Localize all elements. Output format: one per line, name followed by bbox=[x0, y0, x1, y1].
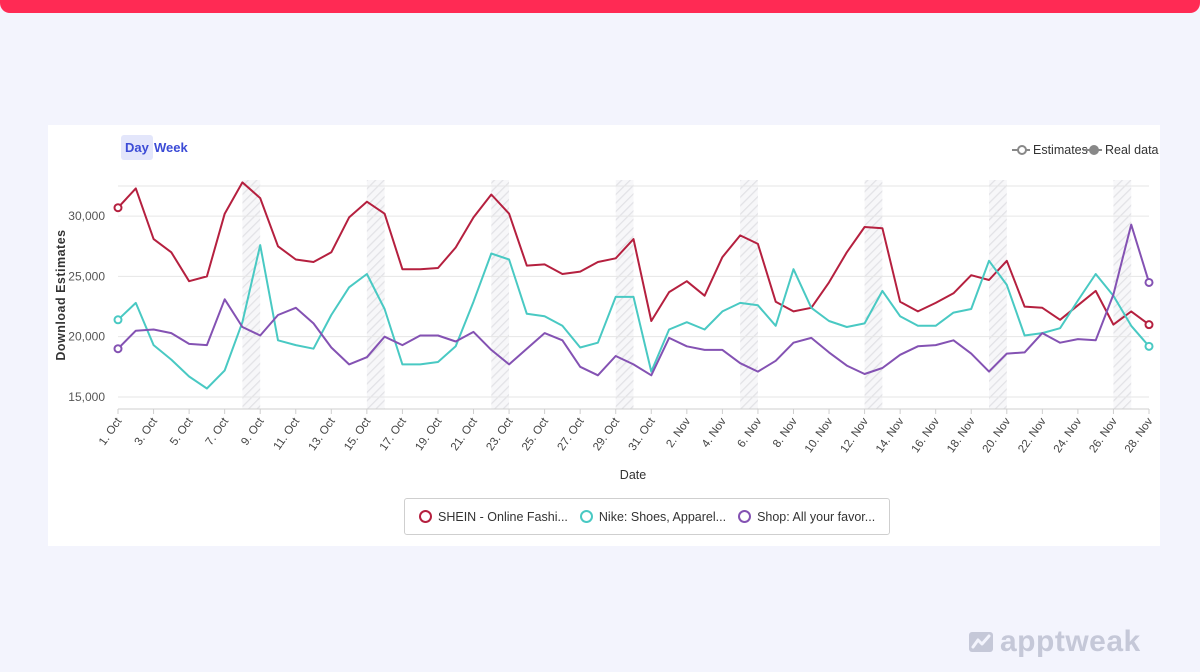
weekend-band-2 bbox=[491, 180, 510, 409]
series-1-endpoint-marker bbox=[1144, 341, 1154, 351]
series-line-0 bbox=[117, 181, 1150, 326]
real-data-label: Real data bbox=[1105, 143, 1159, 157]
day-toggle[interactable]: Day bbox=[121, 135, 153, 160]
download-estimates-chart: 15,000 20,000 25,000 30,000 1. Oct 3. Oct 5. … bbox=[54, 180, 1156, 482]
shein-marker-icon bbox=[419, 510, 432, 523]
week-toggle[interactable]: Week bbox=[154, 140, 188, 155]
x-tick-label: 7. Oct bbox=[204, 415, 232, 448]
x-tick-label: 1. Oct bbox=[97, 415, 125, 448]
series-legend: SHEIN - Online Fashi... Nike: Shoes, App… bbox=[404, 498, 891, 535]
x-tick-label: 6. Nov bbox=[735, 416, 764, 450]
x-tick-label: 15. Oct bbox=[342, 415, 374, 453]
weekend-band-7 bbox=[1113, 180, 1132, 409]
estimates-marker-icon bbox=[1012, 145, 1030, 155]
legend-label-nike: Nike: Shoes, Apparel... bbox=[598, 509, 727, 524]
y-axis-title: Download Estimates bbox=[54, 229, 68, 360]
x-tick-label: 17. Oct bbox=[378, 415, 410, 453]
series-line-1 bbox=[117, 244, 1150, 390]
x-tick-label: 27. Oct bbox=[556, 415, 588, 453]
legend-item-nike[interactable]: Nike: Shoes, Apparel... bbox=[579, 509, 727, 524]
x-tick-label: 9. Oct bbox=[239, 415, 267, 448]
series-2-endpoint-marker bbox=[113, 344, 123, 354]
x-tick-label: 19. Oct bbox=[413, 415, 445, 453]
brand-name: apptweak bbox=[1000, 625, 1141, 658]
y-tick-label: 25,000 bbox=[68, 269, 105, 283]
estimates-legend[interactable]: Estimates bbox=[1012, 143, 1088, 157]
weekend-band-0 bbox=[242, 180, 261, 409]
x-tick-label: 4. Nov bbox=[700, 416, 729, 450]
estimates-label: Estimates bbox=[1033, 143, 1088, 157]
x-tick-label: 18. Nov bbox=[945, 416, 978, 456]
y-tick-label: 20,000 bbox=[68, 330, 105, 344]
x-tick-label: 24. Nov bbox=[1052, 416, 1085, 456]
x-tick-label: 10. Nov bbox=[803, 416, 836, 456]
weekend-band-3 bbox=[615, 180, 634, 409]
x-tick-label: 25. Oct bbox=[520, 415, 552, 453]
series-2-endpoint-marker bbox=[1144, 277, 1154, 287]
x-tick-label: 22. Nov bbox=[1016, 416, 1049, 456]
series-0-endpoint-marker bbox=[113, 203, 123, 213]
x-tick-label: 31. Oct bbox=[627, 415, 659, 453]
y-tick-label: 15,000 bbox=[68, 390, 105, 404]
x-tick-label: 8. Nov bbox=[771, 416, 800, 450]
nike-marker-icon bbox=[579, 510, 593, 523]
apptweak-logo: apptweak bbox=[968, 625, 1141, 659]
x-tick-label: 11. Oct bbox=[272, 415, 303, 452]
weekend-band-1 bbox=[366, 180, 385, 409]
chart-card: Day Week Estimates Real data 15,000 20,00… bbox=[48, 125, 1160, 546]
x-tick-label: 28. Nov bbox=[1123, 416, 1156, 456]
weekend-band-6 bbox=[989, 180, 1007, 409]
x-axis-title: Date bbox=[620, 468, 646, 482]
x-tick-label: 13. Oct bbox=[307, 415, 339, 453]
x-tick-label: 23. Oct bbox=[484, 415, 516, 453]
x-tick-label: 5. Oct bbox=[168, 415, 196, 448]
x-tick-label: 3. Oct bbox=[133, 415, 161, 448]
top-accent-bar bbox=[0, 0, 1200, 13]
legend-label-shop: Shop: All your favor... bbox=[757, 509, 876, 524]
x-tick-label: 16. Nov bbox=[910, 416, 943, 456]
weekend-band-4 bbox=[740, 180, 758, 409]
shop-marker-icon bbox=[738, 510, 752, 523]
real-data-legend[interactable]: Real data bbox=[1084, 143, 1159, 157]
x-tick-label: 21. Oct bbox=[449, 415, 481, 453]
series-1-endpoint-marker bbox=[113, 315, 123, 325]
x-tick-label: 20. Nov bbox=[981, 416, 1014, 456]
x-tick-label: 2. Nov bbox=[664, 416, 693, 450]
legend-item-shop[interactable]: Shop: All your favor... bbox=[738, 510, 875, 524]
legend-label-shein: SHEIN - Online Fashi... bbox=[438, 509, 568, 524]
weekend-band-5 bbox=[864, 180, 883, 409]
legend-item-shein[interactable]: SHEIN - Online Fashi... bbox=[419, 510, 568, 524]
y-tick-label: 30,000 bbox=[68, 209, 105, 223]
x-tick-label: 29. Oct bbox=[591, 415, 623, 453]
x-tick-label: 14. Nov bbox=[874, 416, 907, 456]
x-tick-label: 12. Nov bbox=[838, 416, 871, 456]
series-0-endpoint-marker bbox=[1144, 320, 1154, 330]
series-line-2 bbox=[117, 223, 1150, 377]
apptweak-logo-icon bbox=[969, 632, 993, 652]
x-tick-label: 26. Nov bbox=[1087, 416, 1120, 456]
real-data-marker-icon bbox=[1084, 145, 1102, 155]
